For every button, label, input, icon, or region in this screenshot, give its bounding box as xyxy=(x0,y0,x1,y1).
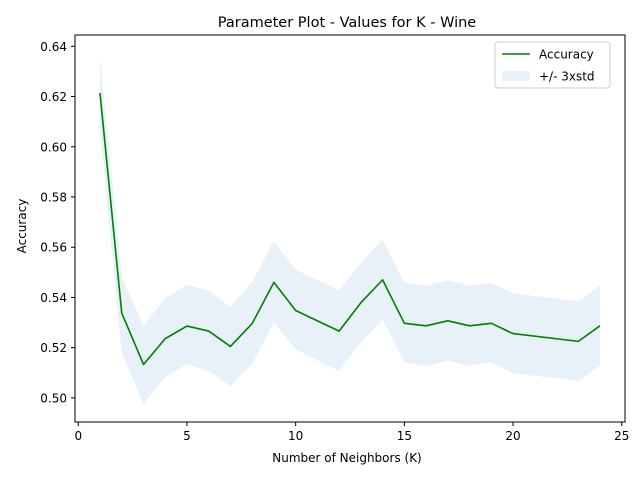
x-tick-label: 25 xyxy=(614,429,629,443)
x-tick-label: 0 xyxy=(74,429,82,443)
y-tick-label: 0.64 xyxy=(40,40,67,54)
y-tick-label: 0.60 xyxy=(40,140,67,154)
y-tick-label: 0.52 xyxy=(40,341,67,355)
x-tick-label: 10 xyxy=(288,429,303,443)
y-axis: 0.50 0.52 0.54 0.56 0.58 0.60 0.62 0.64 xyxy=(40,40,75,405)
legend-band-swatch xyxy=(502,71,530,81)
y-axis-label: Accuracy xyxy=(15,199,29,254)
plot-area xyxy=(99,57,601,404)
chart-title: Parameter Plot - Values for K - Wine xyxy=(218,15,477,31)
std-band xyxy=(100,57,600,404)
legend-label-accuracy: Accuracy xyxy=(539,48,594,62)
x-tick-label: 15 xyxy=(397,429,412,443)
y-tick-label: 0.54 xyxy=(40,291,67,305)
legend: Accuracy +/- 3xstd xyxy=(494,41,611,89)
x-tick-label: 20 xyxy=(505,429,520,443)
y-tick-label: 0.62 xyxy=(40,90,67,104)
plot-frame xyxy=(74,34,626,423)
legend-label-band: +/- 3xstd xyxy=(539,70,595,84)
x-tick-label: 5 xyxy=(183,429,191,443)
y-tick-label: 0.58 xyxy=(40,190,67,204)
y-tick-label: 0.56 xyxy=(40,241,67,255)
x-axis-label: Number of Neighbors (K) xyxy=(272,451,422,465)
x-axis: 0 5 10 15 20 25 xyxy=(74,422,629,443)
y-tick-label: 0.50 xyxy=(40,391,67,405)
